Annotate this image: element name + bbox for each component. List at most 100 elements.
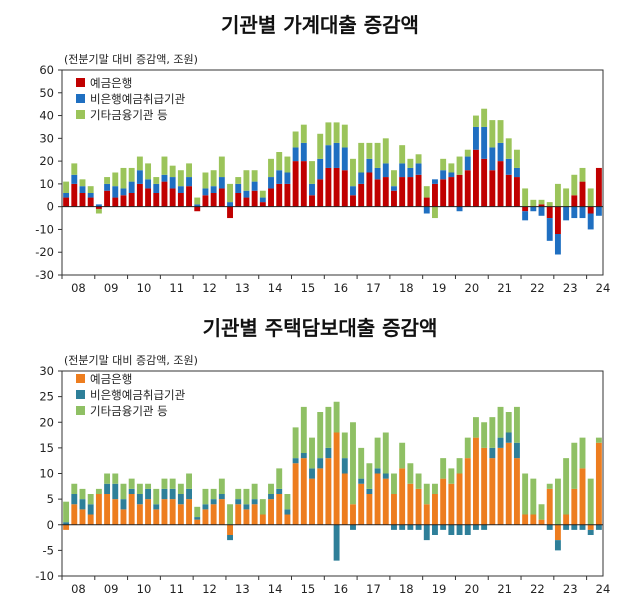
bar-segment-08Q3-s2	[79, 499, 86, 510]
bar-segment-15Q1-s2	[292, 458, 299, 464]
bar-segment-20Q4-s1	[481, 447, 488, 525]
bar-segment-08Q4-s2	[87, 504, 94, 515]
x-tick-label: 13	[235, 582, 250, 596]
bar-segment-18Q2-s2	[399, 163, 406, 178]
bar-segment-18Q3-s2	[407, 524, 414, 530]
bar-segment-18Q3-s1	[407, 177, 414, 207]
bar-segment-22Q4-s3	[546, 202, 553, 207]
bar-segment-11Q1-s3	[161, 156, 168, 175]
bar-segment-16Q1-s1	[325, 458, 332, 525]
bar-segment-13Q1-s2	[227, 535, 233, 541]
x-tick-label: 10	[137, 582, 152, 596]
chart-1-plot-area: -30 -20 -10 0 10 20 30 40 50 60 08 09 10 11 12 13 14 15 16…	[35, 63, 610, 295]
legend-swatch-1	[76, 374, 85, 383]
bar-segment-08Q2-s3	[71, 163, 78, 175]
x-tick-label: 18	[399, 582, 414, 596]
bar-segment-13Q4-s1	[251, 504, 258, 525]
bar-segment-10Q4-s1	[153, 509, 160, 525]
bar-segment-10Q4-s1	[153, 193, 160, 207]
chart-1-title: 기관별 가계대출 증감액	[221, 13, 419, 37]
bar-segment-19Q1-s1	[423, 504, 430, 525]
bar-segment-09Q4-s2	[120, 188, 127, 196]
bar-segment-22Q1-s2	[522, 211, 529, 221]
bar-segment-11Q4-s3	[186, 163, 192, 178]
bar-segment-08Q4-s3	[87, 186, 94, 193]
bar-segment-20Q1-s2	[456, 206, 463, 212]
bar-segment-12Q3-s3	[210, 488, 217, 500]
y-tick-label: 30	[39, 131, 54, 145]
bar-segment-14Q4-s3	[284, 494, 291, 510]
bar-segment-09Q2-s3	[104, 473, 111, 484]
bar-segment-18Q1-s1	[391, 190, 397, 207]
x-tick-label: 19	[432, 582, 447, 596]
x-tick-label: 24	[596, 582, 611, 596]
bar-segment-17Q2-s3	[366, 142, 373, 159]
x-tick-label: 08	[71, 281, 86, 295]
bar-segment-17Q1-s3	[358, 447, 365, 479]
bar-segment-20Q4-s2	[481, 524, 488, 530]
bar-segment-19Q4-s1	[448, 483, 455, 525]
bar-segment-08Q3-s2	[79, 186, 86, 193]
bar-segment-22Q1-s3	[522, 473, 529, 515]
bar-segment-09Q1-s1	[95, 206, 102, 209]
y-tick-label: -20	[35, 245, 54, 259]
x-tick-label: 18	[399, 281, 414, 295]
bar-segment-12Q2-s3	[202, 172, 209, 189]
bar-segment-10Q2-s3	[136, 156, 143, 171]
bar-segment-11Q3-s1	[177, 193, 184, 207]
bar-segment-19Q3-s2	[440, 170, 447, 180]
bar-segment-20Q4-s2	[481, 126, 488, 159]
bar-segment-18Q2-s3	[399, 442, 406, 469]
bar-segment-10Q1-s1	[128, 494, 135, 525]
bar-segment-10Q1-s3	[128, 167, 135, 182]
bar-segment-18Q4-s1	[415, 174, 422, 207]
bar-segment-18Q1-s1	[391, 494, 397, 525]
bar-segment-11Q2-s3	[169, 165, 176, 178]
bar-segment-10Q3-s3	[145, 163, 152, 180]
bar-segment-17Q1-s2	[358, 172, 365, 184]
bar-segment-16Q3-s1	[341, 170, 348, 207]
bar-segment-23Q4-s2	[579, 206, 586, 219]
bar-segment-13Q3-s3	[243, 170, 250, 191]
bar-segment-11Q4-s2	[186, 177, 192, 187]
bar-segment-23Q1-s2	[554, 234, 561, 255]
x-tick-label: 12	[202, 281, 217, 295]
bar-segment-20Q3-s3	[473, 115, 479, 127]
bar-segment-13Q2-s3	[235, 177, 242, 184]
y-tick-label: 10	[39, 467, 54, 481]
bar-segment-16Q3-s2	[341, 147, 348, 171]
bar-segment-21Q2-s1	[497, 447, 504, 525]
y-tick-label: 40	[39, 109, 54, 123]
bar-segment-19Q1-s3	[423, 186, 430, 198]
bar-segment-19Q2-s3	[432, 206, 438, 219]
bar-segment-12Q1-s1	[194, 519, 201, 525]
bar-segment-18Q3-s1	[407, 483, 414, 525]
bar-segment-11Q1-s1	[161, 181, 168, 207]
bar-segment-16Q2-s1	[333, 167, 340, 207]
bar-segment-19Q2-s2	[432, 524, 438, 535]
x-tick-label: 08	[71, 582, 86, 596]
bar-segment-17Q1-s3	[358, 142, 365, 173]
bar-segment-24Q2-s1	[595, 442, 602, 525]
legend-label-3: 기타금융기관 등	[90, 108, 168, 122]
bar-segment-12Q4-s2	[218, 494, 225, 500]
bar-segment-13Q1-s1	[227, 206, 233, 219]
bar-segment-21Q2-s3	[497, 406, 504, 438]
bar-segment-16Q1-s3	[325, 406, 332, 448]
bar-segment-22Q2-s3	[530, 199, 537, 207]
bar-segment-08Q1-s3	[63, 501, 70, 523]
bar-segment-14Q4-s1	[284, 183, 291, 207]
bar-segment-15Q1-s3	[292, 131, 299, 148]
bar-segment-18Q4-s2	[415, 524, 422, 530]
bar-segment-16Q2-s3	[333, 122, 340, 143]
chart-2-plot-area: -10 -5 0 5 10 15 20 25 30 08 09 10 11 12 13 14 15 16 17 18 1…	[35, 364, 610, 596]
bar-segment-19Q3-s1	[440, 179, 447, 207]
bar-segment-13Q2-s1	[235, 504, 242, 525]
bar-segment-16Q2-s2	[333, 142, 340, 168]
bar-segment-14Q3-s1	[276, 183, 283, 207]
bar-segment-20Q4-s1	[481, 158, 488, 207]
bar-segment-15Q2-s1	[300, 458, 307, 525]
bar-segment-20Q1-s1	[456, 473, 463, 525]
bar-segment-23Q2-s3	[563, 188, 570, 207]
bar-segment-23Q3-s2	[571, 524, 578, 530]
